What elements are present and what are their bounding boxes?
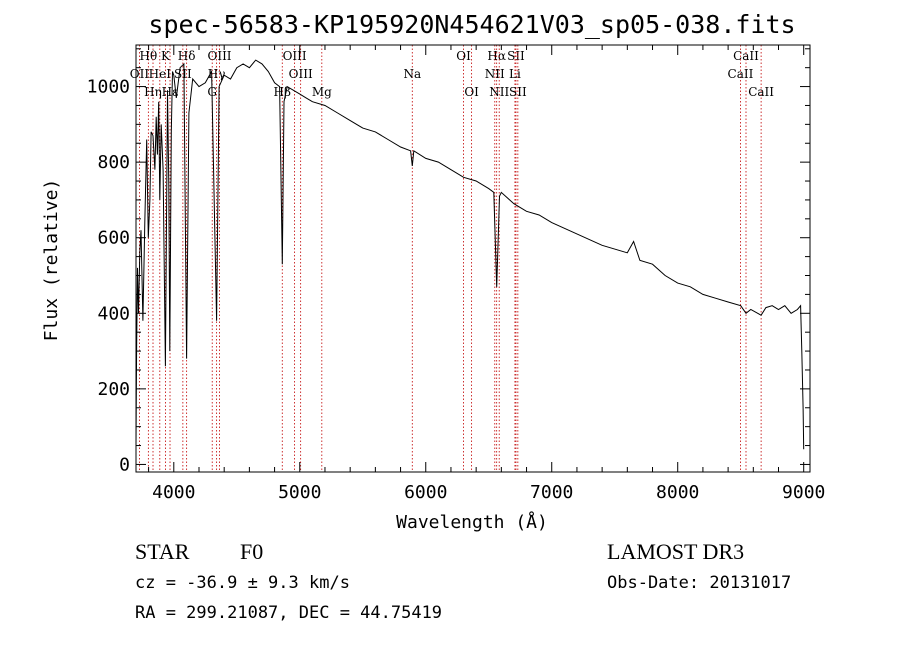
x-axis-label: Wavelength (Å) bbox=[396, 511, 548, 533]
spectral-line-label: Hη bbox=[144, 85, 162, 99]
spectral-line-label: HeI bbox=[149, 67, 172, 81]
y-axis-label: Flux (relative) bbox=[41, 179, 62, 342]
x-tick-label: 4000 bbox=[152, 482, 195, 503]
survey-name: LAMOST DR3 bbox=[607, 539, 745, 564]
y-tick-label: 1000 bbox=[87, 77, 130, 98]
observation-date: Obs-Date: 20131017 bbox=[607, 573, 792, 593]
spectral-line-label: Hε bbox=[162, 85, 179, 99]
spectral-line-label: CaII bbox=[748, 85, 774, 99]
spectral-line-label: Mg bbox=[312, 85, 332, 99]
spectral-line-label: OIII bbox=[207, 49, 231, 63]
spectral-line-label: SII bbox=[507, 49, 525, 63]
spectral-line-label: OI bbox=[464, 85, 479, 99]
spectral-subclass: F0 bbox=[240, 539, 264, 564]
y-tick-label: 400 bbox=[97, 303, 130, 324]
x-tick-label: 6000 bbox=[404, 482, 447, 503]
sky-coordinates: RA = 299.21087, DEC = 44.75419 bbox=[135, 603, 443, 623]
spectral-line-label: Hα bbox=[487, 49, 506, 63]
spectral-line-label: Hθ bbox=[139, 49, 157, 63]
spectral-line-label: K bbox=[161, 49, 171, 63]
y-tick-label: 200 bbox=[97, 379, 130, 400]
x-tick-label: 5000 bbox=[278, 482, 321, 503]
spectral-line-label: Li bbox=[509, 67, 521, 81]
spectral-line-label: NII bbox=[485, 67, 505, 81]
spectral-line-label: OIII bbox=[289, 67, 313, 81]
chart-title: spec-56583-KP195920N454621V03_sp05-038.f… bbox=[148, 10, 795, 39]
spectral-line-label: SII bbox=[174, 67, 192, 81]
plot-frame bbox=[135, 44, 811, 473]
spectrum-line bbox=[135, 59, 805, 450]
y-tick-label: 800 bbox=[97, 152, 130, 173]
spectral-line-label: CaII bbox=[733, 49, 759, 63]
spectral-line-label: OI bbox=[456, 49, 471, 63]
axis-ticks: 4000 5000 6000 7000 8000 9000 0 200 400 600 800 100… bbox=[87, 45, 825, 503]
spectral-line-label: OIII bbox=[283, 49, 307, 63]
spectral-line-label: OII bbox=[130, 67, 150, 81]
spectral-line-label: SII bbox=[509, 85, 527, 99]
x-tick-label: 8000 bbox=[656, 482, 699, 503]
spectral-line-label: NII bbox=[489, 85, 509, 99]
y-tick-label: 0 bbox=[119, 454, 130, 475]
x-tick-label: 7000 bbox=[530, 482, 573, 503]
spectral-line-label: Hδ bbox=[178, 49, 196, 63]
object-class: STAR bbox=[135, 539, 190, 564]
redshift-velocity: cz = -36.9 ± 9.3 km/s bbox=[135, 573, 350, 593]
y-tick-label: 600 bbox=[97, 228, 130, 249]
spectral-line-label: Na bbox=[403, 67, 421, 81]
plot-layer bbox=[135, 59, 805, 450]
x-tick-label: 9000 bbox=[782, 482, 825, 503]
spectral-line-label: CaII bbox=[728, 67, 754, 81]
